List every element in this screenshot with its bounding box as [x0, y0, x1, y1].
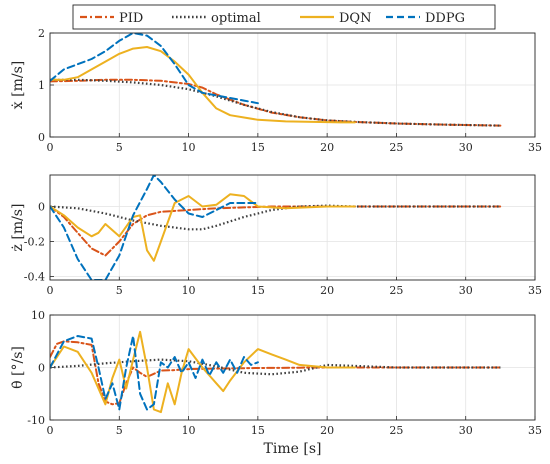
legend-label: optimal [211, 11, 261, 26]
series-line-ddpg [50, 175, 259, 280]
x-tick-label: 35 [528, 424, 542, 437]
x-axis-label: Time [s] [264, 441, 322, 457]
legend-label: DDPG [425, 11, 465, 26]
axes-frame [49, 314, 536, 421]
x-tick-label: 20 [320, 424, 334, 437]
panel-xdot: 0 5 10 15 20 25 30 35 0 1 2 ẋ [m/s] [10, 27, 542, 154]
legend-item-optimal: optimal [172, 11, 261, 26]
y-tick-label: -0.2 [24, 236, 45, 249]
y-axis-label: ẋ [m/s] [10, 61, 26, 109]
x-tick-label: 30 [459, 284, 473, 297]
panel-zdot: 0 5 10 15 20 25 30 35 -0.4 -0.2 0 ż [m/s] [10, 174, 542, 297]
axes-frame [49, 32, 536, 138]
legend-label: DQN [339, 11, 371, 26]
series-line-pid [50, 340, 502, 406]
series-line-optimal [50, 358, 501, 376]
x-tick-label: 25 [389, 141, 403, 154]
x-tick-label: 5 [116, 284, 123, 297]
x-tick-label: 5 [116, 141, 123, 154]
x-tick-label: 35 [528, 284, 542, 297]
x-tick-label: 0 [47, 424, 54, 437]
y-axis-label: θ̇ [°/s] [10, 346, 26, 389]
axes-frame [49, 174, 536, 281]
legend: PID optimal DQN DDPG [72, 4, 496, 30]
x-tick-label: 35 [528, 141, 542, 154]
legend-item-dqn: DQN [300, 11, 371, 26]
y-tick-label: 1 [38, 79, 45, 92]
x-tick-label: 25 [389, 284, 403, 297]
y-tick-label: 2 [38, 27, 45, 40]
x-tick-label: 0 [47, 141, 54, 154]
y-tick-label: 0 [38, 362, 45, 375]
x-tick-label: 15 [251, 284, 265, 297]
series-line-dqn [50, 330, 356, 414]
legend-label: PID [119, 11, 143, 26]
y-tick-label: -0.4 [24, 271, 45, 284]
y-axis-label: ż [m/s] [10, 204, 26, 252]
series-line-optimal [50, 78, 501, 127]
x-tick-label: 10 [182, 424, 196, 437]
x-tick-label: 10 [182, 141, 196, 154]
series-line-dqn [50, 46, 356, 124]
x-tick-label: 20 [320, 284, 334, 297]
plot-area [50, 175, 535, 280]
x-tick-label: 25 [389, 424, 403, 437]
legend-item-pid: PID [80, 11, 143, 26]
series-line-dqn [50, 193, 356, 262]
x-tick-label: 10 [182, 284, 196, 297]
x-tick-label: 20 [320, 141, 334, 154]
x-tick-label: 30 [459, 424, 473, 437]
x-tick-label: 0 [47, 284, 54, 297]
legend-box [72, 4, 496, 30]
y-tick-label: 10 [31, 309, 45, 322]
series-line-ddpg [50, 33, 259, 105]
x-tick-label: 15 [251, 141, 265, 154]
x-tick-label: 5 [116, 424, 123, 437]
legend-item-ddpg: DDPG [386, 11, 465, 26]
series-line-ddpg [50, 335, 259, 411]
y-tick-label: -10 [27, 414, 45, 427]
y-tick-label: 0 [38, 131, 45, 144]
x-tick-label: 30 [459, 141, 473, 154]
x-tick-label: 15 [251, 424, 265, 437]
y-tick-label: 0 [38, 201, 45, 214]
